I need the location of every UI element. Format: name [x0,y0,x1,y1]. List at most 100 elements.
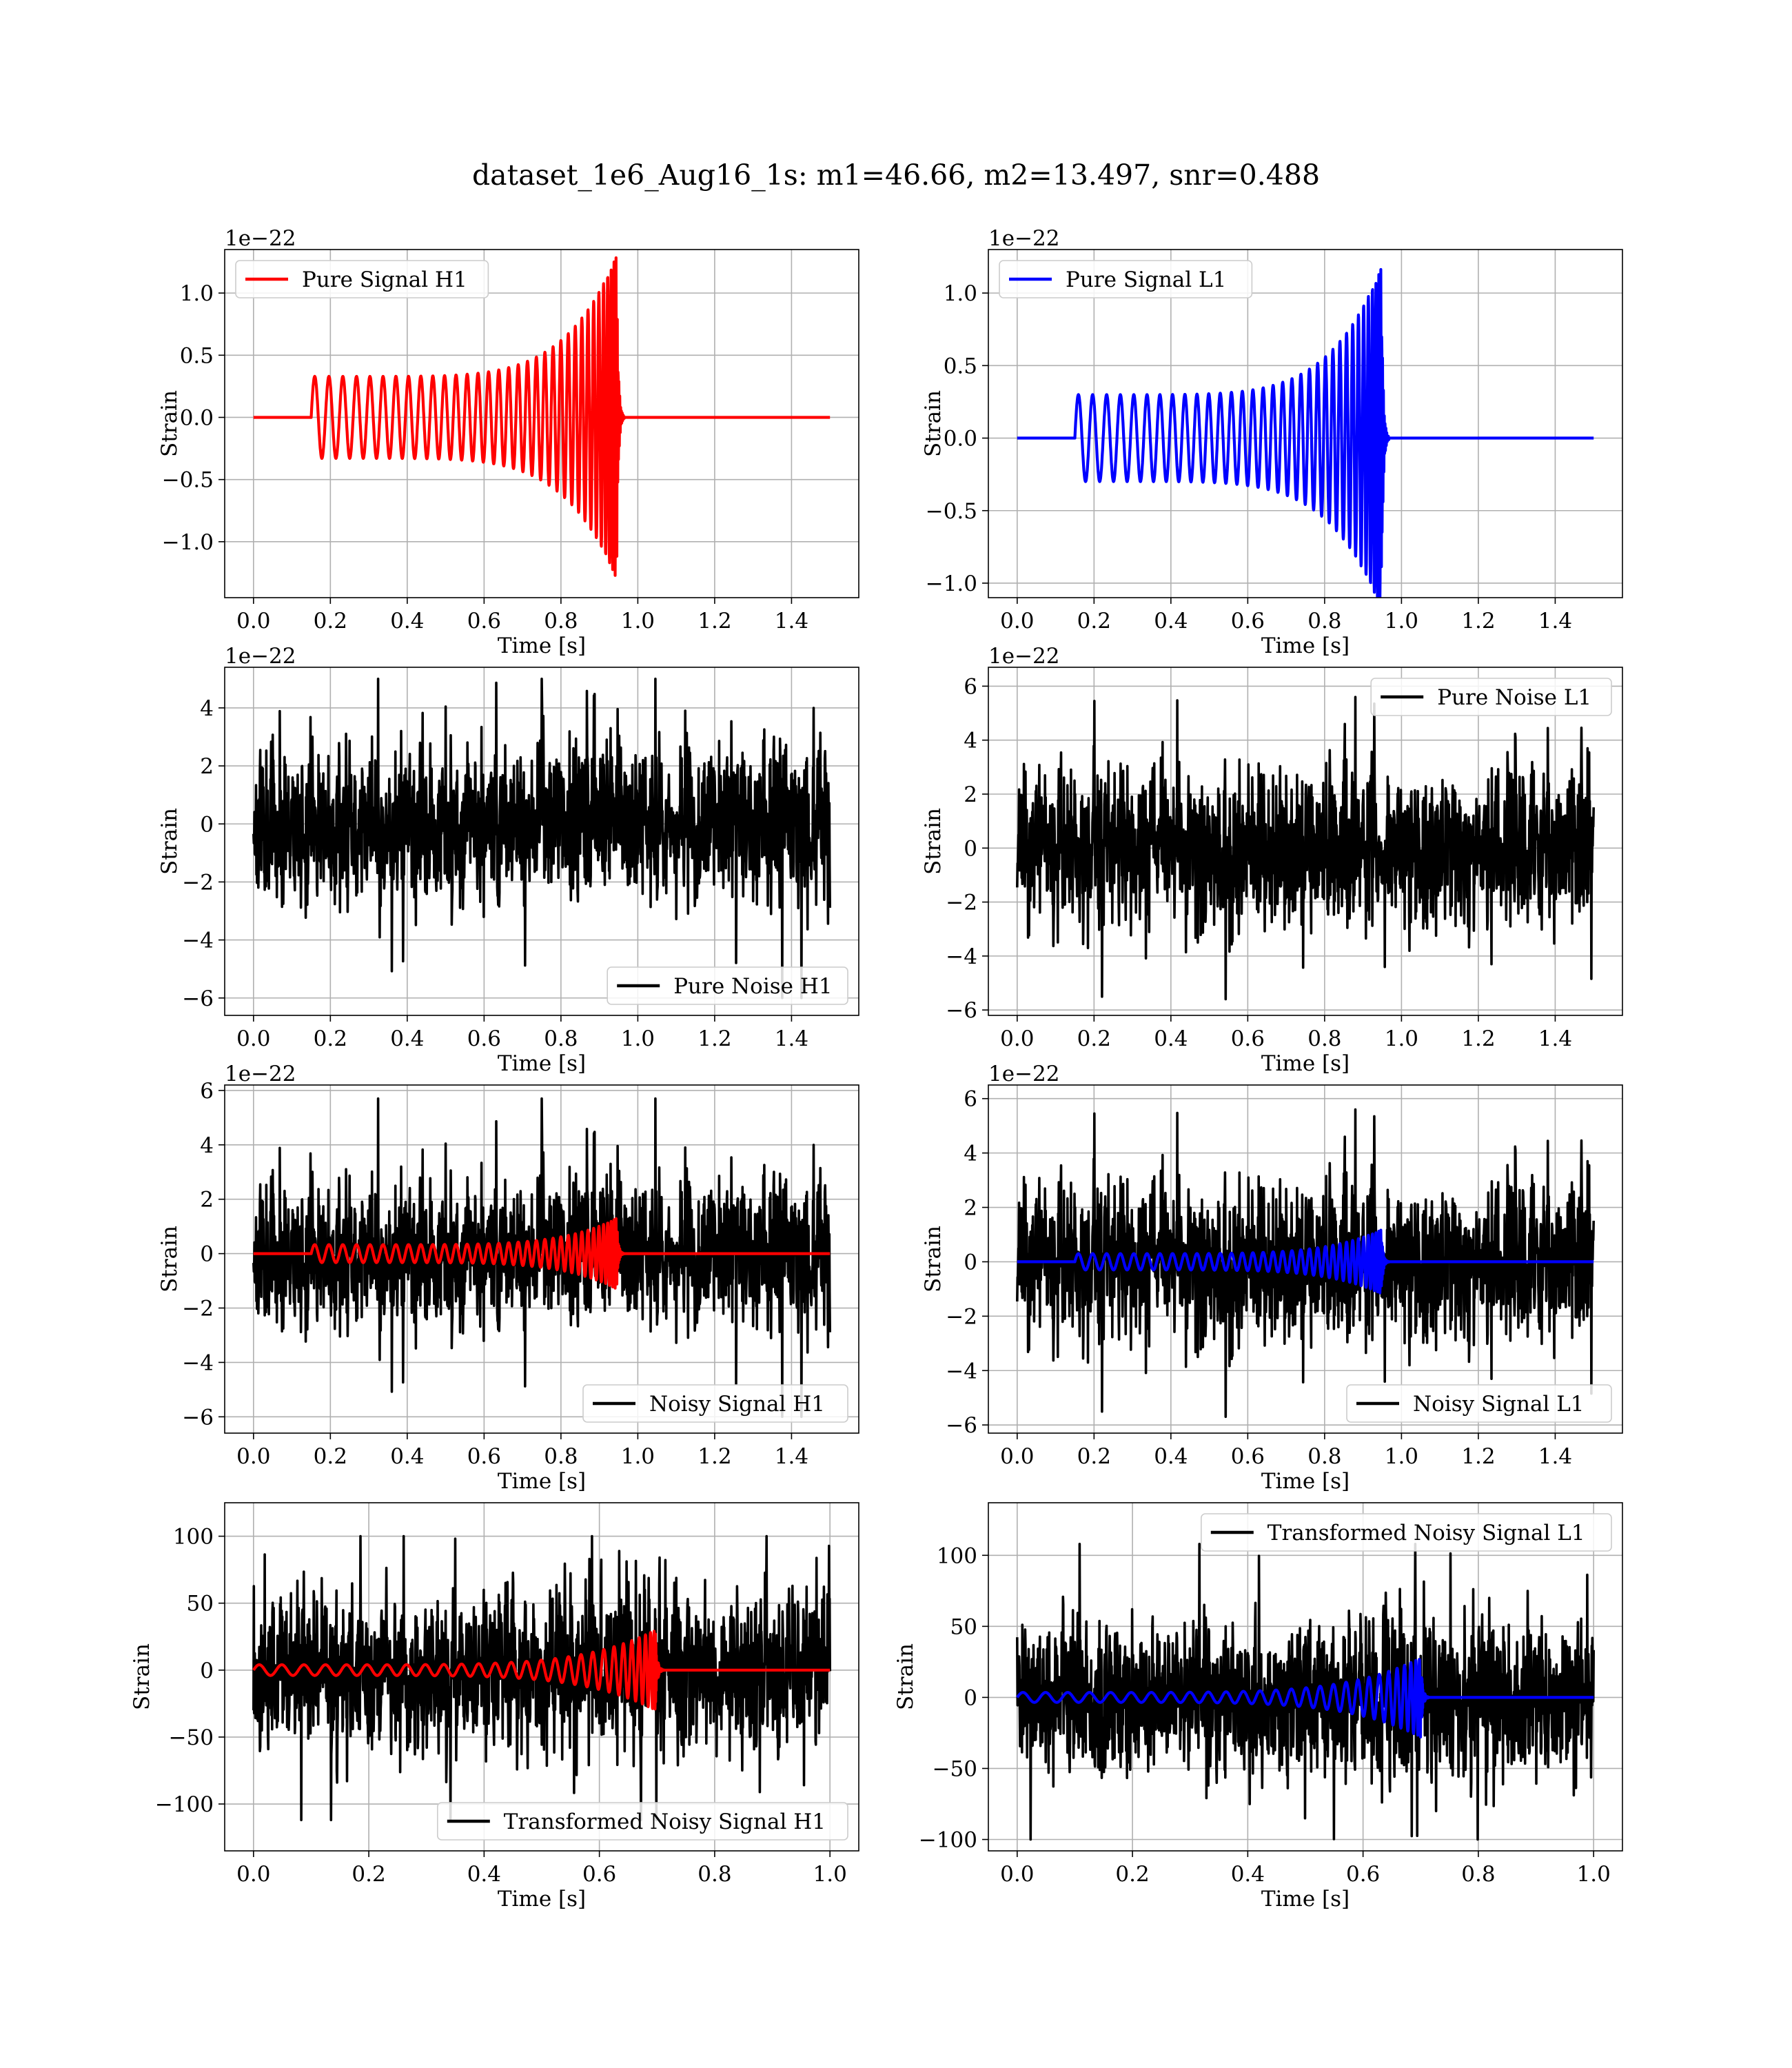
subplot-pure-signal-h1: 0.0 0.2 0.4 0.6 0.8 1.0 1.2 1.4 −1.0 −0.5 0.0 0.5 1.… [157,226,859,658]
x-tick-label: 1.4 [775,1444,808,1469]
y-tick-label: −1.0 [926,571,977,596]
x-tick-label: 0.8 [1307,1444,1341,1469]
x-tick-label: 0.8 [544,609,578,633]
y-axis-label: Strain [157,390,182,457]
series-line-signal-0 [1016,267,1595,598]
axes-frame [988,667,1623,1016]
x-tick-label: 0.4 [390,1444,424,1469]
x-tick-label: 0.0 [236,609,270,633]
x-tick-label: 0.6 [1346,1862,1380,1887]
grid [988,250,1622,598]
series-line-noise-0 [1016,696,1595,1001]
series-line-noise-0 [252,678,831,1000]
x-axis-label: Time [s] [1261,1469,1350,1494]
y-tick-label: −0.5 [926,499,977,524]
series-line-noise-0 [252,1534,831,1822]
y-tick-label: 0 [964,836,977,861]
subplot-pure-noise-l1: 0.0 0.2 0.4 0.6 0.8 1.0 1.2 1.4 −6 −4 −2 0 2 4 6 Time [… [921,644,1623,1076]
y-offset-text: 1e−22 [988,644,1060,669]
axes-frame [988,1084,1623,1434]
y-axis-label: Strain [157,808,182,875]
legend-label: Pure Signal L1 [1066,267,1226,292]
series-group [252,256,831,577]
axes-frame [988,1502,1623,1852]
x-tick-label: 0.2 [352,1862,385,1887]
axes-frame [224,249,859,598]
axes-frame [224,667,859,1016]
series-line-noise-0 [1016,1543,1595,1841]
subplot-pure-signal-l1: 0.0 0.2 0.4 0.6 0.8 1.0 1.2 1.4 −1.0 −0.5 0.0 0.5 1.… [921,226,1623,658]
x-tick-label: 1.2 [1461,1026,1495,1051]
y-offset-text: 1e−22 [988,1062,1060,1086]
x-axis-label: Time [s] [1261,1051,1350,1076]
x-tick-label: 0.0 [236,1444,270,1469]
legend-box [999,260,1253,298]
x-tick-label: 0.8 [698,1862,731,1887]
y-tick-label: −6 [946,1413,977,1438]
legend-label: Pure Noise H1 [673,974,832,999]
y-tick-label: 4 [964,1142,977,1166]
x-tick-label: 0.6 [1231,1444,1265,1469]
y-axis-label: Strain [893,1643,918,1710]
legend-box [1346,1384,1612,1423]
legend-box [607,966,848,1005]
y-offset-text: 1e−22 [225,644,296,669]
y-tick-label: 100 [937,1543,977,1568]
subplot-noisy-signal-h1: 0.0 0.2 0.4 0.6 0.8 1.0 1.2 1.4 −6 −4 −2 0 2 4 6 Time [… [157,1062,859,1494]
y-tick-label: 100 [173,1525,214,1550]
legend-label: Noisy Signal H1 [649,1392,825,1417]
x-tick-label: 1.4 [1538,609,1572,633]
y-tick-label: −4 [946,944,977,969]
x-tick-label: 0.6 [467,1026,501,1051]
subplot-noisy-signal-l1: 0.0 0.2 0.4 0.6 0.8 1.0 1.2 1.4 −6 −4 −2 0 2 4 6 Time [… [921,1062,1623,1494]
x-tick-label: 0.2 [1077,1026,1111,1051]
y-tick-label: 1.0 [944,281,977,306]
x-tick-label: 0.8 [1307,1026,1341,1051]
y-tick-label: 2 [964,782,977,807]
y-tick-label: 4 [200,696,214,721]
y-tick-label: 0 [200,1659,214,1683]
x-tick-label: 1.4 [775,1026,808,1051]
y-offset-text: 1e−22 [225,1062,296,1086]
x-tick-label: 0.0 [1000,609,1034,633]
legend-label: Pure Signal H1 [302,267,467,292]
series-group [1016,267,1595,598]
y-tick-label: −50 [933,1756,977,1781]
series-group [1016,1543,1595,1841]
y-tick-label: 2 [200,1188,214,1213]
series-group [252,1097,831,1419]
legend: Pure Noise H1 [607,966,848,1005]
x-tick-label: 0.8 [1307,609,1341,633]
subplot-transformed-noisy-signal-l1: 0.0 0.2 0.4 0.6 0.8 1.0 −100 −50 0 50 100 Time [s] S… [893,1502,1623,1912]
x-tick-label: 1.4 [1538,1026,1572,1051]
legend: Transformed Noisy Signal H1 [436,1802,848,1841]
y-tick-label: 0 [964,1250,977,1275]
y-tick-label: 0.5 [180,343,214,368]
legend-label: Noisy Signal L1 [1413,1392,1585,1417]
y-tick-label: 1.0 [180,281,214,306]
legend-box [582,1384,848,1423]
y-tick-label: 0.5 [944,354,977,378]
x-tick-label: 0.8 [544,1444,578,1469]
x-tick-label: 0.4 [1154,609,1188,633]
x-tick-label: 1.2 [1461,609,1495,633]
x-axis-label: Time [s] [498,633,586,658]
series-line-signal-0 [252,256,831,577]
x-axis-label: Time [s] [498,1051,586,1076]
y-tick-label: −100 [919,1828,977,1853]
subplot-grid: 0.0 0.2 0.4 0.6 0.8 1.0 1.2 1.4 −1.0 −0.5 0.0 0.5 1.… [130,226,1623,1912]
legend: Transformed Noisy Signal L1 [1201,1513,1612,1552]
x-axis-label: Time [s] [1261,633,1350,658]
legend: Pure Noise L1 [1370,678,1612,716]
y-axis-label: Strain [921,1226,946,1292]
x-tick-label: 0.0 [236,1026,270,1051]
legend: Noisy Signal H1 [582,1384,848,1423]
x-tick-label: 1.2 [1461,1444,1495,1469]
y-tick-label: −100 [155,1792,214,1817]
y-tick-label: −4 [182,929,214,953]
x-tick-label: 0.0 [1000,1026,1034,1051]
y-tick-label: 2 [964,1196,977,1221]
axes-frame [224,1084,859,1434]
axes-frame [988,249,1623,598]
